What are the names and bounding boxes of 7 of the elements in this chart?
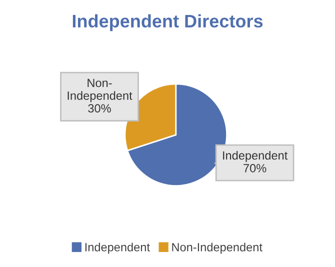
data-label: 70% xyxy=(244,164,266,172)
chart-title: Independent Directors xyxy=(72,14,263,32)
legend-label: Non-Independent xyxy=(172,242,262,254)
slice-label: Non-Independent xyxy=(68,78,132,102)
slice-label: Independent xyxy=(223,150,288,162)
legend-label: Independent xyxy=(85,242,150,254)
data-label: 30% xyxy=(88,104,111,113)
